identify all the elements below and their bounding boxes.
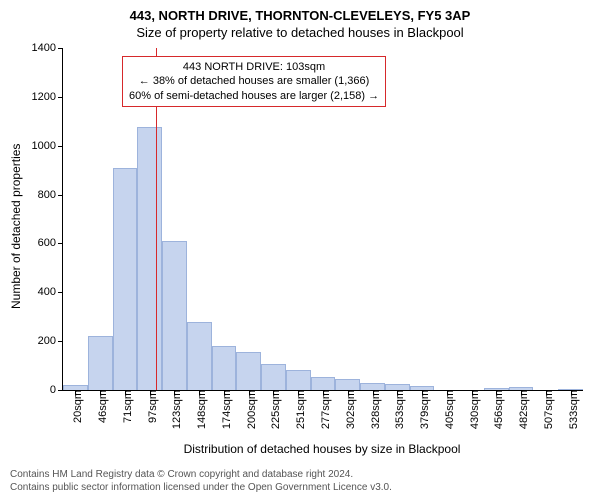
xtick-label: 507sqm: [537, 390, 555, 429]
annotation-box: 443 NORTH DRIVE: 103sqm ← 38% of detache…: [122, 56, 386, 107]
histogram-bar: [212, 346, 237, 390]
xtick-label: 123sqm: [165, 390, 183, 429]
xtick-label: 456sqm: [487, 390, 505, 429]
xtick-label: 482sqm: [512, 390, 530, 429]
histogram-bar: [335, 379, 360, 390]
ytick-label: 0: [50, 384, 63, 396]
histogram-bar: [187, 322, 212, 390]
xtick-label: 277sqm: [314, 390, 332, 429]
annotation-line2: ← 38% of detached houses are smaller (1,…: [129, 74, 379, 88]
xtick-label: 251sqm: [289, 390, 307, 429]
annotation-line1: 443 NORTH DRIVE: 103sqm: [129, 60, 379, 74]
xtick-label: 200sqm: [240, 390, 258, 429]
chart-title-sub: Size of property relative to detached ho…: [0, 23, 600, 40]
ytick-label: 600: [38, 237, 63, 249]
ytick-label: 800: [38, 189, 63, 201]
xtick-label: 405sqm: [438, 390, 456, 429]
xtick-label: 302sqm: [339, 390, 357, 429]
xtick-label: 174sqm: [215, 390, 233, 429]
xtick-label: 20sqm: [66, 390, 84, 423]
chart-container: 443, NORTH DRIVE, THORNTON-CLEVELEYS, FY…: [0, 0, 600, 500]
ytick-label: 1400: [32, 42, 63, 54]
xtick-label: 225sqm: [264, 390, 282, 429]
xtick-label: 71sqm: [116, 390, 134, 423]
ytick-label: 1000: [32, 140, 63, 152]
xtick-label: 379sqm: [413, 390, 431, 429]
footer-line2: Contains public sector information licen…: [10, 481, 392, 494]
footer: Contains HM Land Registry data © Crown c…: [10, 468, 392, 494]
y-axis-label: Number of detached properties: [9, 144, 23, 309]
histogram-bar: [261, 364, 286, 390]
histogram-bar: [236, 352, 261, 390]
ytick-label: 400: [38, 286, 63, 298]
ytick-label: 200: [38, 335, 63, 347]
xtick-label: 353sqm: [388, 390, 406, 429]
annotation-line3: 60% of semi-detached houses are larger (…: [129, 89, 379, 103]
xtick-label: 46sqm: [91, 390, 109, 423]
xtick-label: 328sqm: [364, 390, 382, 429]
footer-line1: Contains HM Land Registry data © Crown c…: [10, 468, 392, 481]
xtick-label: 430sqm: [463, 390, 481, 429]
chart-title-main: 443, NORTH DRIVE, THORNTON-CLEVELEYS, FY…: [0, 0, 600, 23]
xtick-label: 148sqm: [190, 390, 208, 429]
histogram-bar: [311, 377, 336, 390]
histogram-bar: [360, 383, 385, 390]
xtick-label: 97sqm: [141, 390, 159, 423]
histogram-bar: [113, 168, 138, 390]
xtick-label: 533sqm: [562, 390, 580, 429]
histogram-bar: [286, 370, 311, 390]
histogram-bar: [162, 241, 187, 390]
histogram-bar: [88, 336, 113, 390]
ytick-label: 1200: [32, 91, 63, 103]
histogram-bar: [137, 127, 162, 390]
x-axis-label: Distribution of detached houses by size …: [62, 442, 582, 456]
